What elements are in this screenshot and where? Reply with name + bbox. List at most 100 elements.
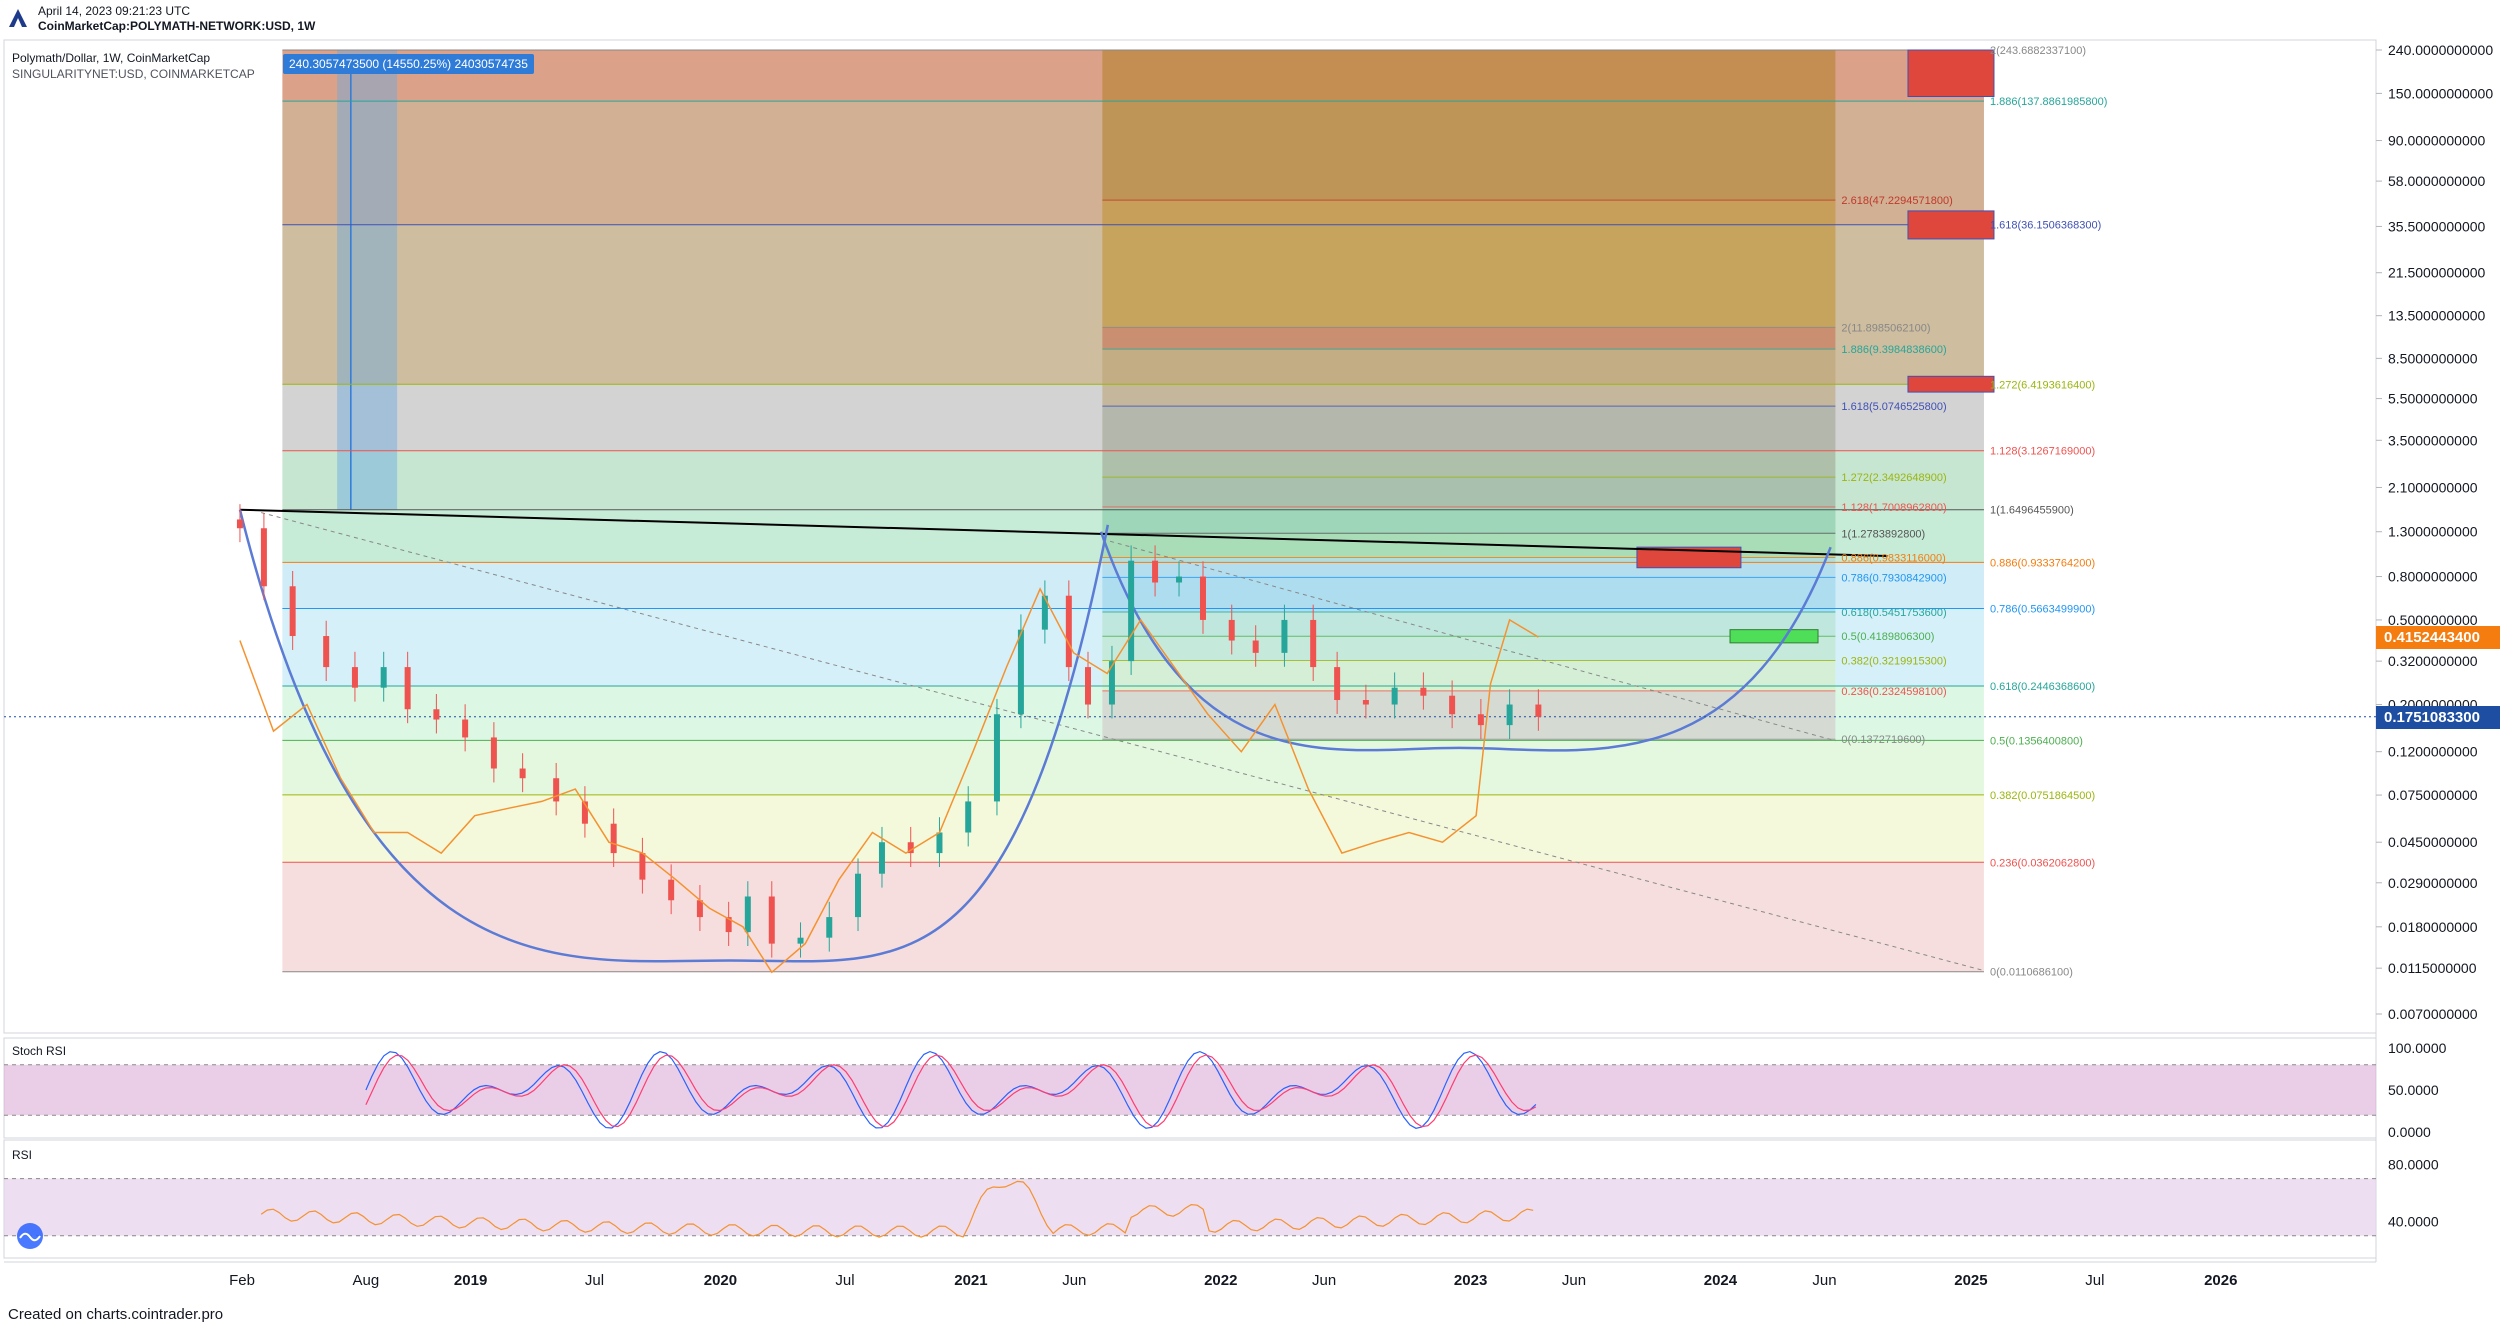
cointrader-logo-icon xyxy=(9,9,27,27)
candle xyxy=(1084,667,1091,705)
fib-zone xyxy=(1102,690,1836,740)
candle xyxy=(1017,629,1024,715)
x-tick-label: Jun xyxy=(1812,1272,1836,1289)
fib-zone xyxy=(1102,406,1836,478)
fib-zone xyxy=(1102,50,1836,201)
fib-level-label: 1.886(9.3984838600) xyxy=(1841,344,1946,356)
fib-level-label: 0.382(0.3219915300) xyxy=(1841,656,1946,668)
candle xyxy=(1449,695,1456,715)
y-tick-label: 1.3000000000 xyxy=(2388,524,2478,540)
fib-zone xyxy=(1102,636,1836,661)
x-tick-label: Aug xyxy=(353,1272,380,1289)
fib-zone xyxy=(1102,200,1836,328)
candle xyxy=(639,853,646,880)
trend-line xyxy=(1102,538,1836,742)
candle xyxy=(1420,687,1427,696)
y-tick-label: 0.8000000000 xyxy=(2388,569,2478,585)
y-tick-label: 35.5000000000 xyxy=(2388,218,2486,234)
candle xyxy=(1128,560,1135,662)
fib-level-label: 0.5(0.4189806300) xyxy=(1841,631,1934,643)
chart-legend: Polymath/Dollar, 1W, CoinMarketCap SINGU… xyxy=(12,50,255,82)
candle xyxy=(1281,619,1288,653)
fib-level-label: 0(0.1372719600) xyxy=(1841,734,1925,746)
fib-level-label: 0(0.0110686100) xyxy=(1990,967,2073,979)
y-tick-label: 8.5000000000 xyxy=(2388,350,2478,366)
rsi-band xyxy=(4,1178,2376,1236)
y-tick-label: 2.1000000000 xyxy=(2388,479,2478,495)
legend-title: Polymath/Dollar, 1W, CoinMarketCap xyxy=(12,51,211,65)
y-tick-label: 58.0000000000 xyxy=(2388,173,2486,189)
candle xyxy=(433,709,440,720)
candle xyxy=(490,737,497,769)
rsi-line xyxy=(260,1180,1534,1238)
fib-level-label: 0.618(0.2446368600) xyxy=(1990,681,2095,693)
y-tick-label: 21.5000000000 xyxy=(2388,265,2486,281)
x-tick-label: Jun xyxy=(1312,1272,1336,1289)
y-tick-label: 0.0115000000 xyxy=(2388,960,2477,976)
candle xyxy=(1228,619,1235,641)
fib-level-label: 0.618(0.5451753600) xyxy=(1841,607,1946,619)
fib-level-label: 1.886(137.8861985800) xyxy=(1990,96,2107,108)
price-chart[interactable]: 2(243.6882337100) 1.886(137.8861985800) 1.… xyxy=(0,0,2518,1300)
y-tick-label: 0.1200000000 xyxy=(2388,744,2478,760)
candle xyxy=(668,879,675,901)
candle xyxy=(289,586,296,637)
x-tick-label: 2025 xyxy=(1954,1272,1987,1289)
candle xyxy=(1391,687,1398,705)
rsi-tick-label: 80.0000 xyxy=(2388,1156,2439,1172)
x-tick-label: 2023 xyxy=(1454,1272,1487,1289)
fib-level-label: 1.618(36.1506368300) xyxy=(1990,220,2101,232)
neckline xyxy=(239,508,1888,557)
fib-level-label: 2(243.6882337100) xyxy=(1990,45,2086,57)
candle xyxy=(553,778,560,802)
target-box-green xyxy=(1729,629,1819,644)
fib-zone xyxy=(1102,349,1836,407)
y-tick-label: 13.5000000000 xyxy=(2388,308,2486,324)
stoch-band xyxy=(4,1064,2376,1116)
candle xyxy=(260,528,267,587)
stoch-rsi-title: Stoch RSI xyxy=(12,1044,67,1058)
stoch-tick-label: 100.0000 xyxy=(2388,1040,2447,1056)
y-tick-label: 3.5000000000 xyxy=(2388,432,2478,448)
fib-zone xyxy=(282,862,1984,972)
candle xyxy=(965,801,972,833)
fib-level-label: 1.128(1.7008962800) xyxy=(1841,502,1946,514)
fib-zone xyxy=(1102,506,1836,534)
target-box xyxy=(1907,375,1995,393)
x-tick-label: 2020 xyxy=(704,1272,737,1289)
fib-level-label: 1.128(3.1267169000) xyxy=(1990,446,2095,458)
candle xyxy=(936,832,943,854)
price-tag-orange: 0.4152443400 xyxy=(2376,626,2500,650)
candle xyxy=(581,801,588,824)
candle xyxy=(1334,667,1341,701)
fib-level-label: 0.382(0.0751864500) xyxy=(1990,790,2095,802)
candle xyxy=(797,937,804,944)
cup-arc-right xyxy=(1099,531,1832,752)
footer-credit: Created on charts.cointrader.pro xyxy=(8,1306,224,1323)
candle xyxy=(744,896,751,933)
fib-level-label: 1(1.6496455900) xyxy=(1990,505,2074,517)
fib-level-label: 0.236(0.2324598100) xyxy=(1841,686,1946,698)
y-tick-label: 90.0000000000 xyxy=(2388,133,2486,149)
price-tag-blue: 0.1751083300 xyxy=(2376,705,2500,729)
candle xyxy=(351,667,358,688)
target-box xyxy=(1636,546,1742,569)
target-box xyxy=(1907,49,1995,98)
candle xyxy=(1041,595,1048,630)
y-tick-label: 240.0000000000 xyxy=(2388,42,2493,58)
candle xyxy=(1310,619,1317,668)
y-tick-label: 0.3200000000 xyxy=(2388,653,2478,669)
y-tick-label: 0.5000000000 xyxy=(2388,612,2478,628)
stoch-d-line xyxy=(365,1054,1537,1128)
candle xyxy=(1176,576,1183,583)
candle xyxy=(878,842,885,874)
trend-line xyxy=(261,512,1985,972)
fib-level-label: 1(1.2783892800) xyxy=(1841,528,1925,540)
fib-zone xyxy=(282,740,1984,795)
y-tick-label: 0.0450000000 xyxy=(2388,834,2478,850)
fib-level-label: 2.618(47.2294571800) xyxy=(1841,195,1952,207)
candle xyxy=(236,519,243,529)
measure-bar xyxy=(337,50,398,510)
y-tick-label: 0.0180000000 xyxy=(2388,919,2478,935)
series-line-singularitynet xyxy=(239,587,1539,974)
